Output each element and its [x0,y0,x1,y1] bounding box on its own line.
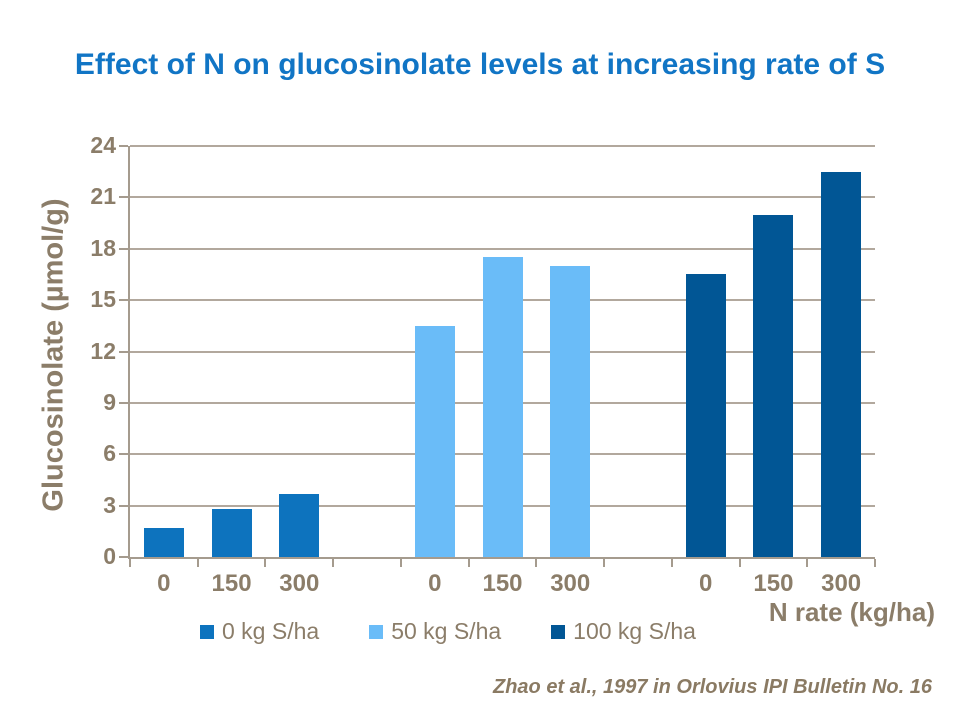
y-tick-label-18: 18 [90,234,116,261]
x-tick-label-2-150: 150 [753,570,794,597]
x-tick [670,559,673,567]
citation: Zhao et al., 1997 in Orlovius IPI Bullet… [492,676,932,698]
bar-100-kg-S/ha-N300 [821,171,862,557]
y-tick-label-24: 24 [90,132,116,158]
legend-item-50-kg-S/ha: 50 kg S/ha [369,618,501,645]
gridline-y-24 [130,145,875,147]
legend-swatch-icon [369,624,384,639]
y-axis-line [128,146,130,557]
bar-100-kg-S/ha-N0 [685,274,726,557]
bar-0-kg-S/ha-N150 [211,509,252,557]
bar-100-kg-S/ha-N150 [753,214,794,557]
y-tick-label-6: 6 [103,440,116,467]
legend: 0 kg S/ha 50 kg S/ha 100 kg S/ha [200,618,696,645]
legend-item-100-kg-S/ha: 100 kg S/ha [551,618,696,645]
y-tick [119,401,128,404]
bar-50-kg-S/ha-N150 [482,257,523,557]
y-tick [119,556,128,558]
y-axis-title: Glucosinolate (µmol/g) [37,198,70,512]
plot-area [119,145,876,567]
x-tick-label-0-0: 0 [157,570,171,597]
legend-item-0-kg-S/ha: 0 kg S/ha [200,618,319,645]
y-tick-label-15: 15 [90,286,116,313]
x-tick-label-1-0: 0 [428,570,442,597]
x-tick-label-1-150: 150 [482,570,523,597]
y-tick [119,299,128,302]
legend-swatch-icon [551,624,566,639]
x-tick-label-0-150: 150 [211,570,252,597]
x-tick [603,559,606,567]
x-tick [264,559,267,567]
x-tick [806,559,809,567]
x-tick [467,559,470,567]
y-tick-label-3: 3 [103,491,116,518]
x-tick-label-2-300: 300 [821,570,862,597]
x-tick [196,559,199,567]
x-axis-line [128,557,875,559]
x-tick [738,559,741,567]
x-tick [399,559,402,567]
legend-swatch-icon [200,624,214,639]
x-tick [332,559,335,567]
x-tick [874,559,876,567]
legend-label: 100 kg S/ha [573,618,696,644]
legend-label: 50 kg S/ha [391,618,502,644]
y-tick-label-9: 9 [103,388,116,415]
y-tick-label-21: 21 [90,183,116,210]
y-tick-label-0: 0 [103,543,116,569]
y-tick [119,247,128,250]
bar-0-kg-S/ha-N300 [279,493,320,557]
bar-50-kg-S/ha-N300 [550,265,591,557]
x-axis-title: N rate (kg/ha) [768,597,935,627]
y-tick [119,453,128,456]
legend-label: 0 kg S/ha [222,618,320,644]
x-tick-label-0-300: 300 [279,570,320,597]
bar-50-kg-S/ha-N0 [414,325,455,557]
x-tick-label-2-0: 0 [698,570,713,597]
y-tick [119,145,128,147]
x-tick [129,559,131,567]
y-tick [119,196,128,199]
y-tick [119,350,128,353]
x-tick-label-1-300: 300 [550,570,591,597]
chart-title: Effect of N on glucosinolate levels at i… [74,48,886,81]
gridline-y-21 [130,196,875,199]
x-tick [535,559,538,567]
y-tick-label-12: 12 [90,337,116,364]
gridline-y-18 [130,247,875,250]
y-tick [119,504,128,507]
bar-0-kg-S/ha-N0 [143,527,184,557]
